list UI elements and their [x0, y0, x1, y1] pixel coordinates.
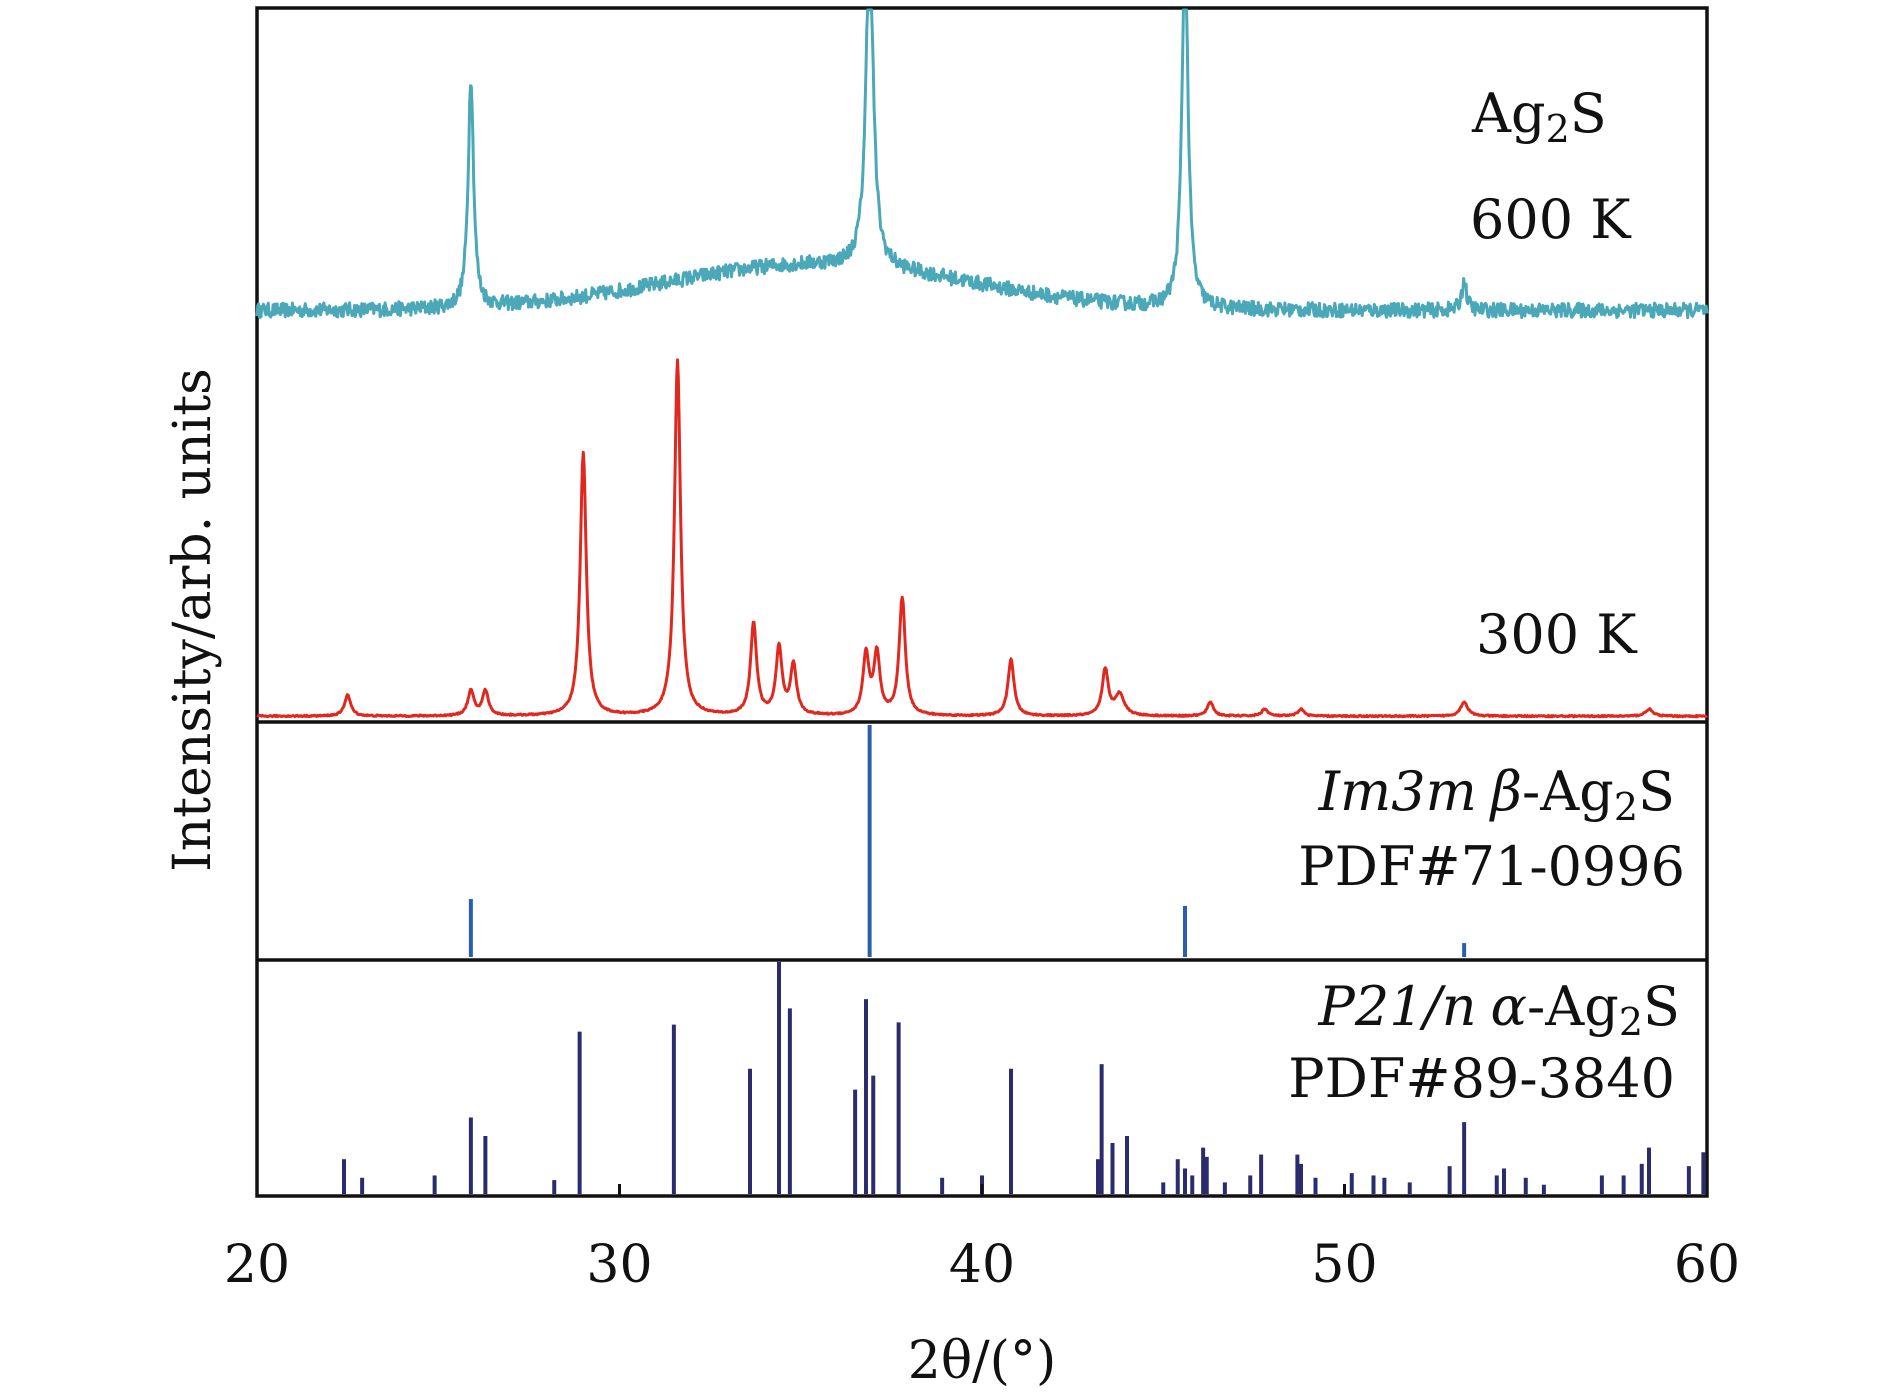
beta-reference-panel — [468, 725, 1467, 957]
trace-300K — [256, 358, 1709, 719]
x-tick-label: 50 — [1311, 1235, 1377, 1295]
x-axis-ticks: 20 30 40 50 60 — [224, 1184, 1740, 1295]
x-tick-label: 20 — [224, 1235, 290, 1295]
x-tick-label: 60 — [1674, 1235, 1740, 1295]
alpha-reference-panel — [342, 962, 1706, 1194]
x-tick-label: 40 — [949, 1235, 1015, 1295]
x-axis-label: 2θ/(°) — [908, 1331, 1056, 1391]
label-600K: 600 K — [1470, 188, 1632, 251]
label-300K: 300 K — [1476, 603, 1638, 666]
beta-pdf-label: PDF#71-0996 — [1298, 835, 1685, 898]
compound-label: Ag2S — [1471, 82, 1607, 151]
alpha-pdf-label: PDF#89-3840 — [1288, 1047, 1675, 1110]
beta-phase-label: Im3m β-Ag2S — [1318, 760, 1675, 829]
x-tick-label: 30 — [586, 1235, 652, 1295]
trace-600K — [255, 8, 1709, 320]
y-axis-label: Intensity/arb. units — [163, 368, 223, 872]
trace-panel — [255, 8, 1709, 719]
alpha-phase-label: P21/n α-Ag2S — [1318, 975, 1681, 1044]
